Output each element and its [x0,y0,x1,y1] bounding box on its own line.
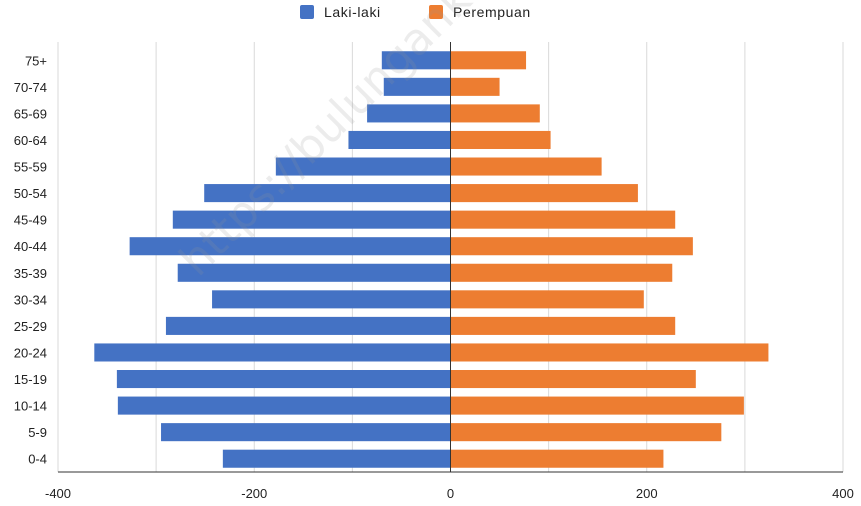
y-tick-label: 70-74 [14,80,47,95]
bar-laki-laki-45-49 [172,210,451,229]
y-tick-label: 65-69 [14,106,47,121]
legend-swatch-laki-laki [300,5,314,19]
bar-perempuan-65-69 [450,104,540,123]
y-tick-label: 45-49 [14,213,47,228]
y-tick-label: 15-19 [14,372,47,387]
bar-perempuan-0-4 [450,449,664,468]
bar-laki-laki-70-74 [383,77,451,96]
y-tick-label: 30-34 [14,292,47,307]
bar-laki-laki-0-4 [222,449,451,468]
bar-laki-laki-75plus [381,51,451,70]
legend-item-laki-laki[interactable]: Laki-laki [300,4,381,20]
x-tick-label: -400 [45,486,71,501]
bar-perempuan-55-59 [450,157,602,176]
legend-label-perempuan: Perempuan [453,4,531,20]
legend-swatch-perempuan [429,5,443,19]
x-tick-label: 400 [832,486,854,501]
bar-laki-laki-30-34 [212,290,451,309]
x-tick-label: 200 [636,486,658,501]
legend-label-laki-laki: Laki-laki [324,4,381,20]
x-tick-label: -200 [241,486,267,501]
chart-legend: Laki-laki Perempuan [0,4,861,26]
y-tick-label: 25-29 [14,319,47,334]
y-tick-label: 0-4 [28,452,47,467]
bar-perempuan-30-34 [450,290,644,309]
bar-perempuan-70-74 [450,77,500,96]
bar-perempuan-40-44 [450,237,693,256]
y-tick-label: 40-44 [14,239,47,254]
bar-perempuan-60-64 [450,130,551,149]
y-tick-label: 35-39 [14,266,47,281]
bar-laki-laki-5-9 [161,423,451,442]
y-tick-label: 10-14 [14,399,47,414]
bar-laki-laki-35-39 [177,263,451,282]
bar-laki-laki-10-14 [117,396,451,415]
bar-laki-laki-15-19 [116,370,451,389]
y-tick-label: 5-9 [28,425,47,440]
bar-laki-laki-60-64 [348,130,451,149]
bar-laki-laki-65-69 [367,104,451,123]
bar-laki-laki-50-54 [204,184,451,203]
bar-perempuan-15-19 [450,370,696,389]
legend-item-perempuan[interactable]: Perempuan [429,4,531,20]
y-tick-label: 75+ [25,53,47,68]
x-tick-label: 0 [447,486,454,501]
bar-perempuan-5-9 [450,423,722,442]
bar-perempuan-20-24 [450,343,769,362]
y-tick-label: 55-59 [14,160,47,175]
bar-laki-laki-25-29 [165,316,451,335]
bar-perempuan-10-14 [450,396,744,415]
bar-laki-laki-40-44 [129,237,451,256]
bar-perempuan-25-29 [450,316,676,335]
y-tick-label: 20-24 [14,345,47,360]
y-tick-label: 50-54 [14,186,47,201]
bar-laki-laki-55-59 [275,157,451,176]
y-tick-label: 60-64 [14,133,47,148]
bar-perempuan-45-49 [450,210,676,229]
bar-perempuan-35-39 [450,263,673,282]
bar-laki-laki-20-24 [94,343,451,362]
bar-perempuan-50-54 [450,184,638,203]
bar-perempuan-75plus [450,51,527,70]
